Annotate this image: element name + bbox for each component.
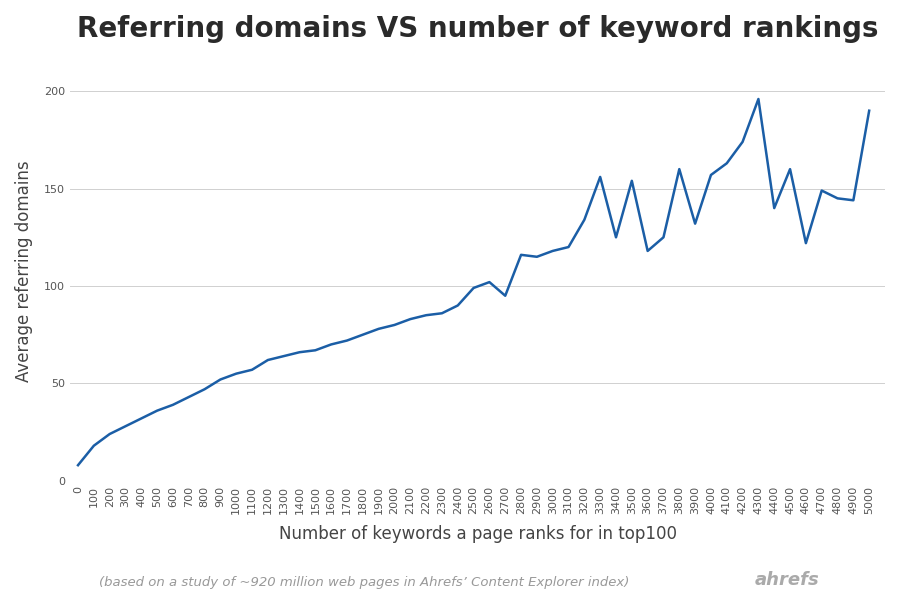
X-axis label: Number of keywords a page ranks for in top100: Number of keywords a page ranks for in t… [278, 525, 677, 543]
Text: (based on a study of ~920 million web pages in Ahrefs’ Content Explorer index): (based on a study of ~920 million web pa… [99, 576, 629, 589]
Text: ahrefs: ahrefs [754, 571, 819, 589]
Y-axis label: Average referring domains: Average referring domains [15, 161, 33, 382]
Title: Referring domains VS number of keyword rankings: Referring domains VS number of keyword r… [76, 15, 878, 43]
